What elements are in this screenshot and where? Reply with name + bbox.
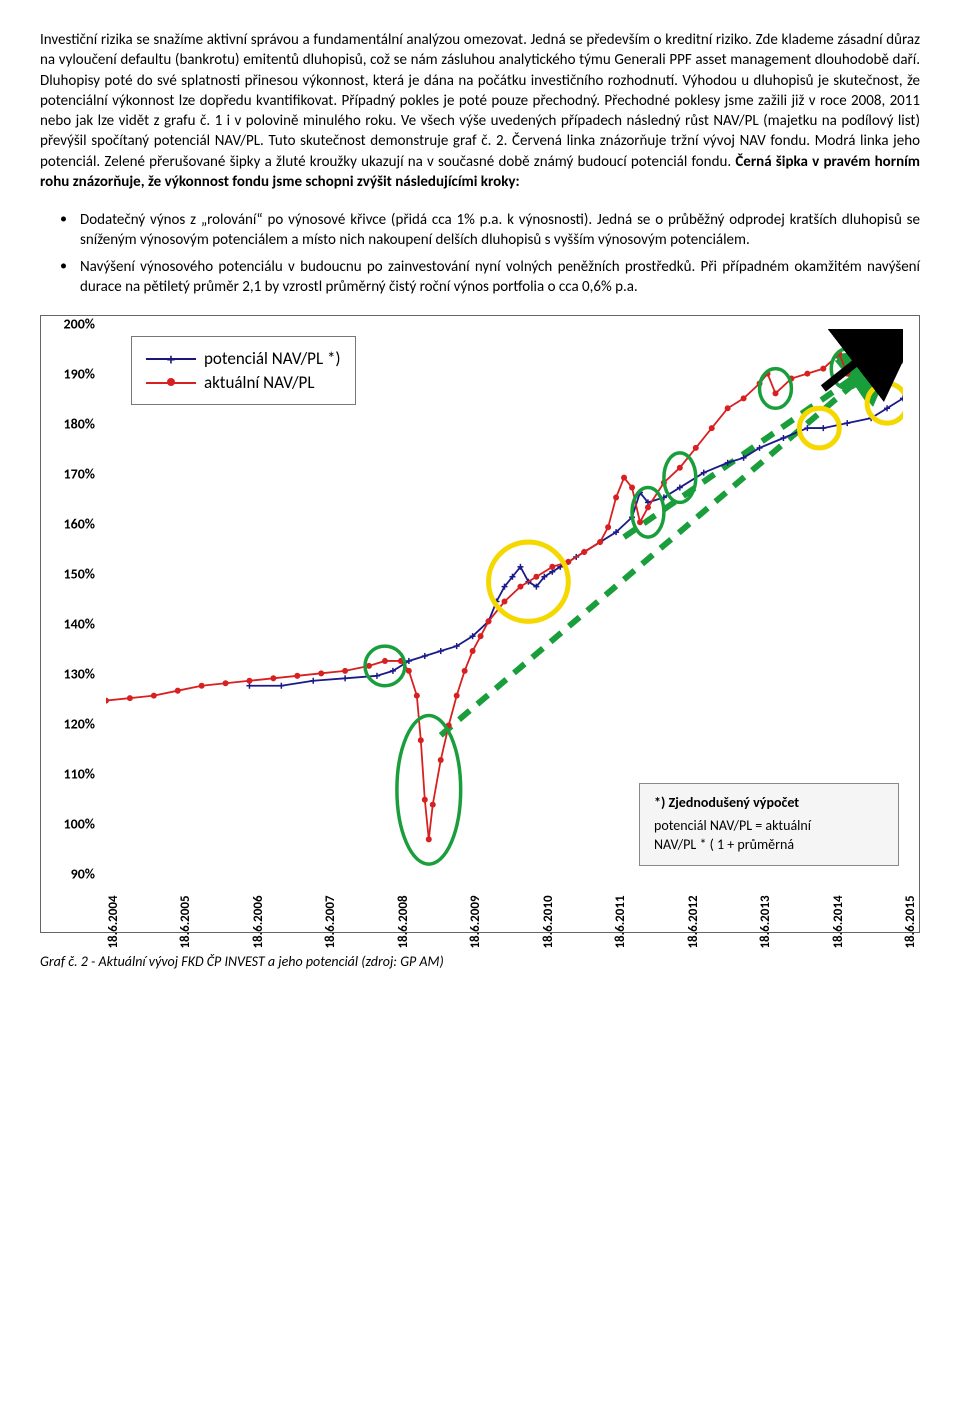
y-tick-label: 200% <box>64 316 96 333</box>
x-tick-label: 18.6.2005 <box>178 895 193 948</box>
x-tick-label: 18.6.2014 <box>831 895 846 948</box>
bullet-1: Dodatečný výnos z „rolování“ po výnosové… <box>80 210 920 251</box>
x-tick-label: 18.6.2010 <box>541 895 556 948</box>
y-tick-label: 100% <box>64 816 96 833</box>
x-tick-label: 18.6.2013 <box>758 895 773 948</box>
x-tick-label: 18.6.2006 <box>251 895 266 948</box>
para1-text: Investiční rizika se snažíme aktivní spr… <box>40 31 920 171</box>
paragraph-1: Investiční rizika se snažíme aktivní spr… <box>40 30 920 192</box>
y-tick-label: 180% <box>64 416 96 433</box>
legend-label-2: aktuální NAV/PL <box>204 372 314 393</box>
bullet-list: Dodatečný výnos z „rolování“ po výnosové… <box>40 210 920 297</box>
y-tick-label: 150% <box>64 566 96 583</box>
y-tick-label: 90% <box>71 866 95 883</box>
x-tick-label: 18.6.2008 <box>396 895 411 948</box>
y-tick-label: 190% <box>64 366 96 383</box>
y-tick-label: 130% <box>64 666 96 683</box>
x-tick-label: 18.6.2011 <box>613 895 628 948</box>
legend-marker-blue: + <box>146 350 196 368</box>
legend-label-1: potenciál NAV/PL *) <box>204 348 341 369</box>
chart-container: + potenciál NAV/PL *) aktuální NAV/PL 20… <box>40 315 920 933</box>
footnote-title: *) Zjednodušený výpočet <box>654 794 884 811</box>
x-axis: 18.6.200418.6.200518.6.200618.6.200718.6… <box>106 874 903 924</box>
x-tick-label: 18.6.2004 <box>106 895 121 948</box>
y-tick-label: 160% <box>64 516 96 533</box>
x-tick-label: 18.6.2007 <box>323 895 338 948</box>
legend-marker-red <box>146 374 196 392</box>
chart-legend: + potenciál NAV/PL *) aktuální NAV/PL <box>131 336 356 405</box>
bullet-2: Navýšení výnosového potenciálu v budoucn… <box>80 257 920 298</box>
x-tick-label: 18.6.2015 <box>903 895 918 948</box>
footnote-line2: NAV/PL * ( 1 + průměrná <box>654 836 884 853</box>
y-axis: 200%190%180%170%160%150%140%130%120%110%… <box>41 324 101 874</box>
y-tick-label: 110% <box>64 766 96 783</box>
x-tick-label: 18.6.2009 <box>468 895 483 948</box>
footnote-box: *) Zjednodušený výpočet potenciál NAV/PL… <box>639 783 899 866</box>
y-tick-label: 120% <box>64 716 96 733</box>
y-tick-label: 170% <box>64 466 96 483</box>
y-tick-label: 140% <box>64 616 96 633</box>
chart-caption: Graf č. 2 - Aktuální vývoj FKD ČP INVEST… <box>40 953 920 970</box>
footnote-line1: potenciál NAV/PL = aktuální <box>654 817 884 834</box>
x-tick-label: 18.6.2012 <box>686 895 701 948</box>
